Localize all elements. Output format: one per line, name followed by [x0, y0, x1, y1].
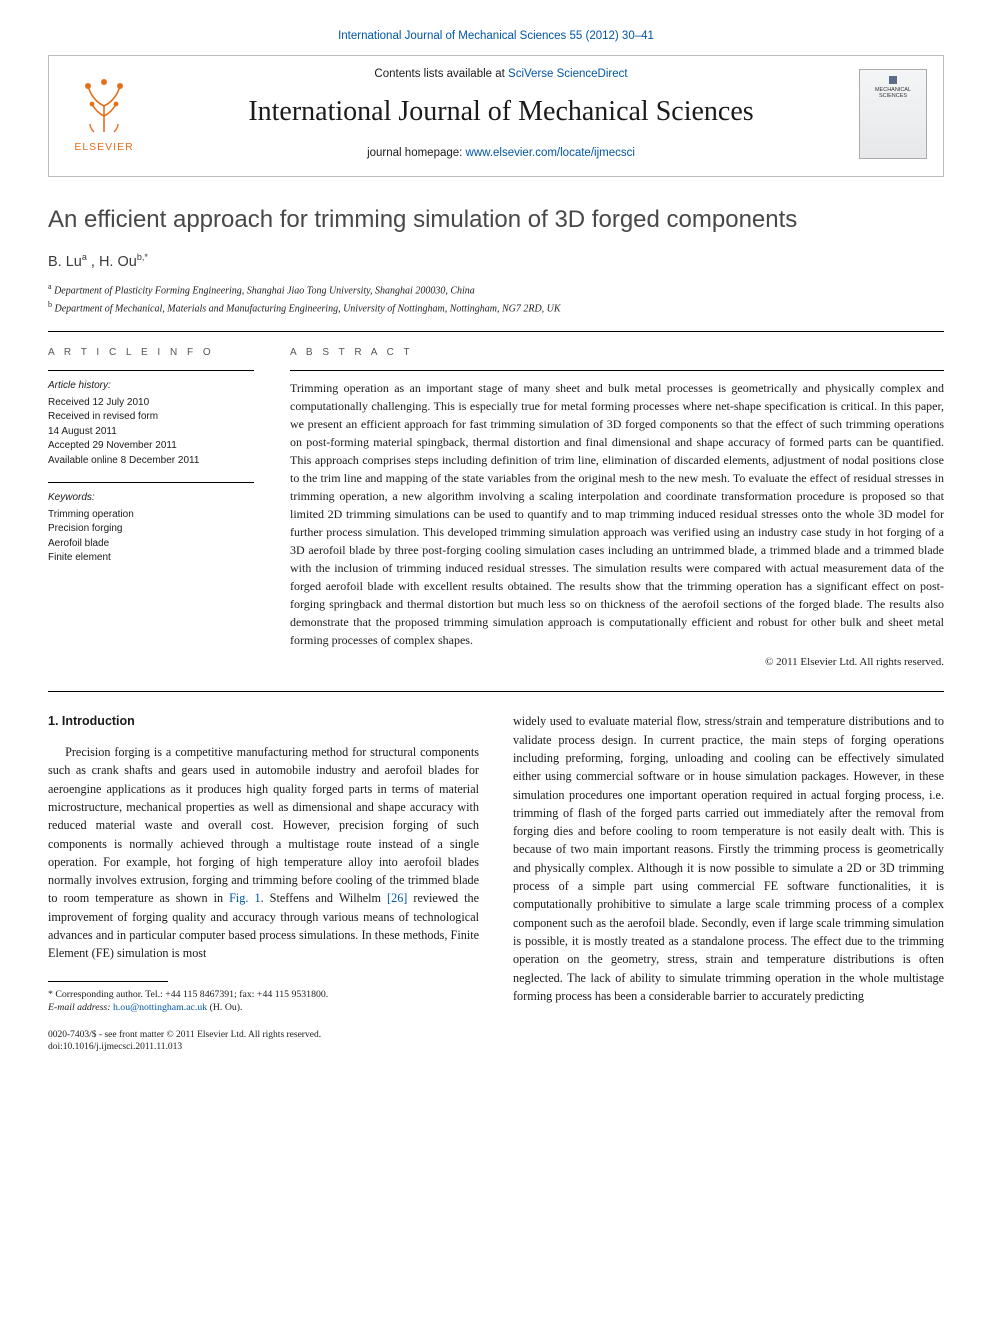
publisher-logo-block: ELSEVIER — [65, 72, 143, 155]
cover-caption: MECHANICAL SCIENCES — [875, 87, 911, 99]
section-heading-1: 1. Introduction — [48, 712, 479, 731]
history-line: 14 August 2011 — [48, 425, 254, 440]
affiliation-a: a Department of Plasticity Forming Engin… — [48, 281, 944, 299]
author-list: B. Lua , H. Oub,* — [48, 251, 944, 273]
article-info-heading: A R T I C L E I N F O — [48, 346, 254, 361]
abstract-heading: A B S T R A C T — [290, 346, 944, 361]
intro-paragraph-2: widely used to evaluate material flow, s… — [513, 712, 944, 1005]
corresponding-author-footnote: * Corresponding author. Tel.: +44 115 84… — [48, 988, 479, 1015]
history-line: Received in revised form — [48, 410, 254, 425]
body-column-left: 1. Introduction Precision forging is a c… — [48, 712, 479, 1053]
author-1: B. Lu — [48, 254, 82, 270]
journal-title: International Journal of Mechanical Scie… — [161, 92, 841, 133]
article-info-row: A R T I C L E I N F O Article history: R… — [48, 332, 944, 691]
abstract-column: A B S T R A C T Trimming operation as an… — [290, 346, 944, 671]
contents-prefix: Contents lists available at — [374, 68, 508, 80]
affil-b-text: Department of Mechanical, Materials and … — [52, 303, 561, 314]
email-label: E-mail address: — [48, 1002, 113, 1013]
affiliation-b: b Department of Mechanical, Materials an… — [48, 299, 944, 317]
journal-cover-thumbnail: MECHANICAL SCIENCES — [859, 69, 927, 159]
article-history-block: Article history: Received 12 July 2010 R… — [48, 370, 254, 468]
cover-ornament-icon — [889, 76, 897, 84]
affil-a-text: Department of Plasticity Forming Enginee… — [52, 286, 475, 297]
article-info-column: A R T I C L E I N F O Article history: R… — [48, 346, 254, 671]
keyword: Precision forging — [48, 522, 254, 537]
author-2-affil-marker: b,* — [137, 252, 148, 262]
history-line: Received 12 July 2010 — [48, 396, 254, 411]
corr-text: Corresponding author. Tel.: +44 115 8467… — [55, 989, 328, 1000]
journal-homepage-link[interactable]: www.elsevier.com/locate/ijmecsci — [466, 147, 635, 159]
intro-text-1: Precision forging is a competitive manuf… — [48, 745, 479, 905]
history-line: Available online 8 December 2011 — [48, 454, 254, 469]
footnote-separator — [48, 981, 168, 982]
figure-1-link[interactable]: Fig. 1 — [229, 891, 260, 905]
abstract-copyright: © 2011 Elsevier Ltd. All rights reserved… — [290, 655, 944, 671]
keywords-label: Keywords: — [48, 491, 254, 506]
sciencedirect-link[interactable]: SciVerse ScienceDirect — [508, 68, 628, 80]
article-body: 1. Introduction Precision forging is a c… — [48, 712, 944, 1053]
body-column-right: widely used to evaluate material flow, s… — [513, 712, 944, 1053]
citation-26-link[interactable]: [26] — [387, 891, 407, 905]
abstract-text: Trimming operation as an important stage… — [290, 379, 944, 649]
author-1-affil-marker: a — [82, 252, 87, 262]
citation-header: International Journal of Mechanical Scie… — [48, 28, 944, 45]
email-suffix: (H. Ou). — [207, 1002, 242, 1013]
intro-text-2: . Steffens and Wilhelm — [261, 891, 387, 905]
keyword: Finite element — [48, 551, 254, 566]
affiliation-list: a Department of Plasticity Forming Engin… — [48, 281, 944, 317]
keyword: Trimming operation — [48, 508, 254, 523]
citation-link[interactable]: International Journal of Mechanical Scie… — [338, 30, 654, 42]
article-history-label: Article history: — [48, 379, 254, 394]
front-matter-meta: 0020-7403/$ - see front matter © 2011 El… — [48, 1029, 479, 1054]
cover-caption-l2: SCIENCES — [879, 93, 907, 99]
intro-paragraph-1: Precision forging is a competitive manuf… — [48, 743, 479, 963]
history-line: Accepted 29 November 2011 — [48, 439, 254, 454]
publisher-name: ELSEVIER — [74, 140, 133, 155]
elsevier-tree-icon — [72, 72, 136, 136]
keywords-block: Keywords: Trimming operation Precision f… — [48, 482, 254, 566]
homepage-prefix: journal homepage: — [367, 147, 465, 159]
corr-email-link[interactable]: h.ou@nottingham.ac.uk — [113, 1002, 207, 1013]
abstract-rule — [290, 370, 944, 371]
article-title: An efficient approach for trimming simul… — [48, 203, 944, 238]
author-2: , H. Ou — [91, 254, 137, 270]
journal-homepage-line: journal homepage: www.elsevier.com/locat… — [161, 145, 841, 162]
masthead-center: Contents lists available at SciVerse Sci… — [161, 66, 841, 162]
keyword: Aerofoil blade — [48, 537, 254, 552]
divider-rule — [48, 691, 944, 692]
journal-masthead: ELSEVIER Contents lists available at Sci… — [48, 55, 944, 177]
contents-list-line: Contents lists available at SciVerse Sci… — [161, 66, 841, 83]
doi-line: doi:10.1016/j.ijmecsci.2011.11.013 — [48, 1041, 479, 1053]
issn-copyright-line: 0020-7403/$ - see front matter © 2011 El… — [48, 1029, 479, 1041]
